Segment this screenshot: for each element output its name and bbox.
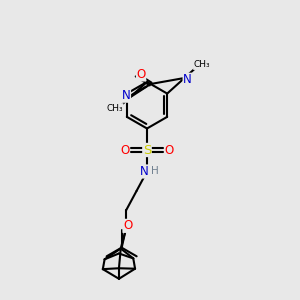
Text: N: N (183, 73, 192, 86)
Text: H: H (151, 166, 158, 176)
Text: O: O (123, 219, 132, 232)
Text: O: O (120, 143, 129, 157)
Text: O: O (165, 143, 174, 157)
Text: S: S (143, 143, 151, 157)
Text: O: O (136, 68, 146, 81)
Text: CH₃: CH₃ (106, 103, 123, 112)
Text: N: N (140, 165, 149, 178)
Text: N: N (122, 89, 130, 102)
Text: CH₃: CH₃ (194, 61, 210, 70)
